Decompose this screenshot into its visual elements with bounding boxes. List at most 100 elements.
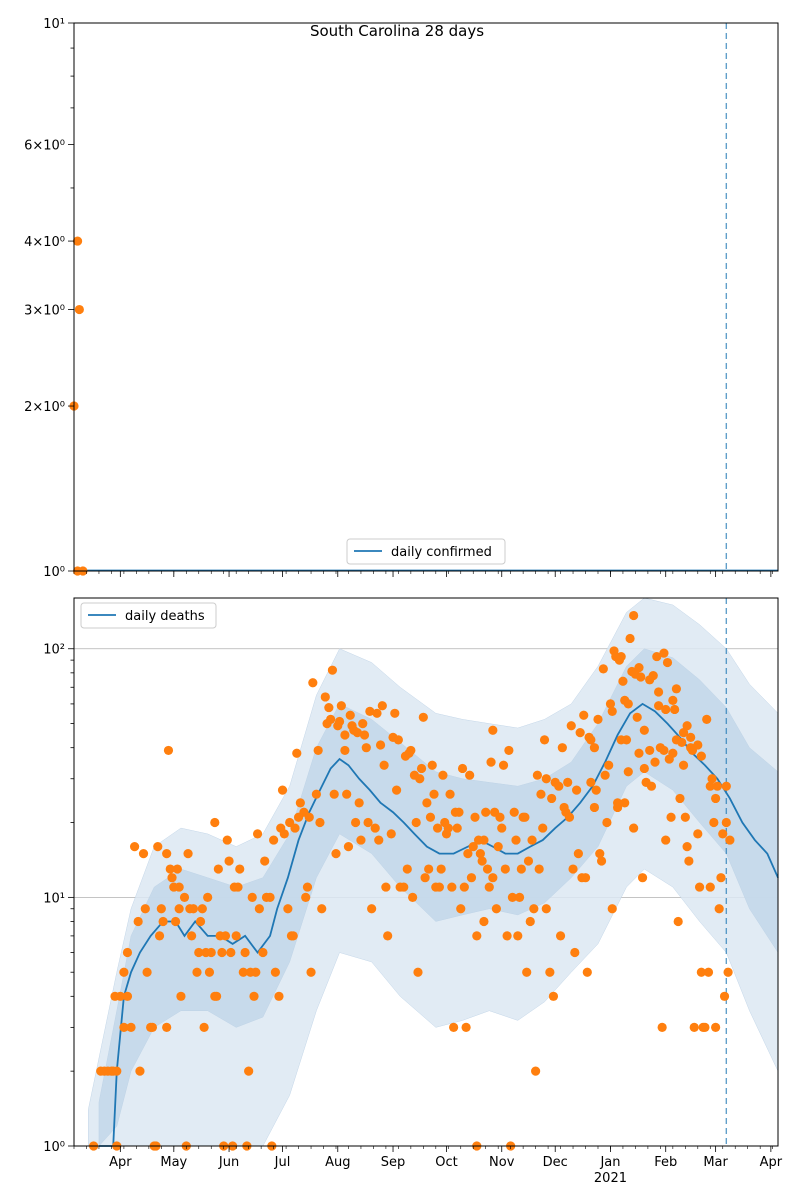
- deaths-point: [424, 864, 434, 874]
- deaths-point: [422, 798, 432, 808]
- deaths-point: [454, 807, 464, 817]
- deaths-point: [179, 892, 190, 902]
- deaths-point: [126, 1022, 136, 1032]
- deaths-point: [140, 904, 150, 914]
- deaths-point: [629, 823, 639, 833]
- deaths-point: [596, 856, 607, 866]
- deaths-legend-label: daily deaths: [125, 609, 205, 624]
- deaths-point: [288, 931, 298, 941]
- deaths-point: [220, 931, 231, 941]
- deaths-point: [547, 793, 557, 804]
- deaths-point: [534, 864, 544, 874]
- deaths-point: [725, 835, 735, 845]
- deaths-point: [345, 710, 355, 720]
- deaths-point: [668, 748, 678, 758]
- deaths-point: [602, 817, 612, 828]
- deaths-point: [618, 676, 628, 686]
- deaths-point: [568, 864, 578, 874]
- deaths-point: [466, 873, 477, 883]
- deaths-point: [509, 807, 519, 817]
- deaths-point: [707, 774, 717, 784]
- deaths-point: [356, 835, 366, 845]
- deaths-point: [500, 864, 510, 874]
- deaths-point: [386, 829, 396, 839]
- confirmed-panel: 10⁰ 2×10⁰ 3×10⁰ 4×10⁰ 6×10⁰ 10¹ South Carolin…: [24, 17, 779, 580]
- deaths-point: [367, 904, 377, 914]
- deaths-point: [671, 684, 682, 694]
- deaths-point: [343, 842, 354, 852]
- deaths-point: [541, 904, 551, 914]
- deaths-x-tick-label: Jun: [218, 1155, 239, 1170]
- deaths-point: [579, 710, 589, 720]
- deaths-point: [324, 702, 334, 713]
- deaths-trend-line: [98, 702, 779, 1147]
- deaths-point: [326, 714, 336, 724]
- deaths-point: [187, 931, 197, 941]
- deaths-point: [634, 748, 644, 758]
- deaths-point: [670, 704, 680, 715]
- deaths-point: [174, 904, 184, 914]
- deaths-x-tick-label: May: [160, 1155, 187, 1170]
- deaths-point: [265, 892, 275, 902]
- deaths-point: [662, 657, 673, 668]
- deaths-point: [370, 823, 380, 833]
- deaths-point: [589, 802, 600, 813]
- deaths-point: [470, 812, 480, 822]
- deaths-point: [523, 856, 534, 866]
- deaths-point: [525, 916, 535, 927]
- deaths-point: [548, 991, 559, 1001]
- deaths-point: [516, 864, 526, 874]
- deaths-point: [650, 757, 660, 767]
- deaths-point: [231, 931, 241, 941]
- deaths-point: [639, 725, 649, 735]
- deaths-point: [716, 873, 726, 883]
- deaths-point: [696, 751, 706, 761]
- deaths-point: [465, 770, 475, 780]
- deaths-point: [696, 967, 706, 977]
- deaths-point: [536, 789, 546, 799]
- deaths-point: [359, 730, 370, 740]
- deaths-line: [98, 702, 779, 1147]
- deaths-bands: [88, 597, 779, 1147]
- deaths-point: [682, 842, 692, 852]
- deaths-point: [637, 873, 648, 883]
- deaths-point: [204, 967, 215, 977]
- deaths-point: [491, 904, 501, 914]
- year-label: 2021: [594, 1171, 627, 1186]
- deaths-x-tick-label: Nov: [489, 1155, 515, 1170]
- deaths-point: [511, 835, 521, 845]
- deaths-point: [174, 882, 184, 892]
- deaths-point: [183, 848, 193, 859]
- deaths-point: [721, 781, 731, 791]
- deaths-point: [479, 916, 489, 927]
- deaths-point: [652, 651, 662, 662]
- deaths-point: [723, 967, 733, 977]
- deaths-point: [210, 817, 220, 828]
- deaths-point: [607, 706, 617, 716]
- deaths-point: [564, 812, 575, 822]
- deaths-point: [459, 882, 469, 892]
- deaths-point: [197, 904, 207, 914]
- deaths-point: [532, 770, 542, 780]
- deaths-point: [213, 864, 223, 874]
- deaths-point: [703, 967, 714, 977]
- deaths-point: [363, 817, 373, 828]
- deaths-point: [206, 947, 216, 958]
- deaths-point: [301, 892, 311, 902]
- deaths-point: [639, 763, 649, 774]
- deaths-point: [258, 947, 268, 958]
- deaths-point: [340, 745, 350, 756]
- deaths-point: [582, 967, 592, 977]
- deaths-point: [352, 727, 362, 738]
- deaths-point: [573, 848, 583, 859]
- deaths-point: [434, 882, 444, 892]
- deaths-point: [484, 882, 494, 892]
- deaths-point: [566, 721, 576, 731]
- deaths-point: [306, 967, 316, 977]
- deaths-point: [260, 856, 270, 866]
- deaths-point: [112, 1066, 122, 1076]
- deaths-point: [673, 916, 683, 927]
- deaths-point: [222, 835, 232, 845]
- deaths-point: [632, 712, 642, 722]
